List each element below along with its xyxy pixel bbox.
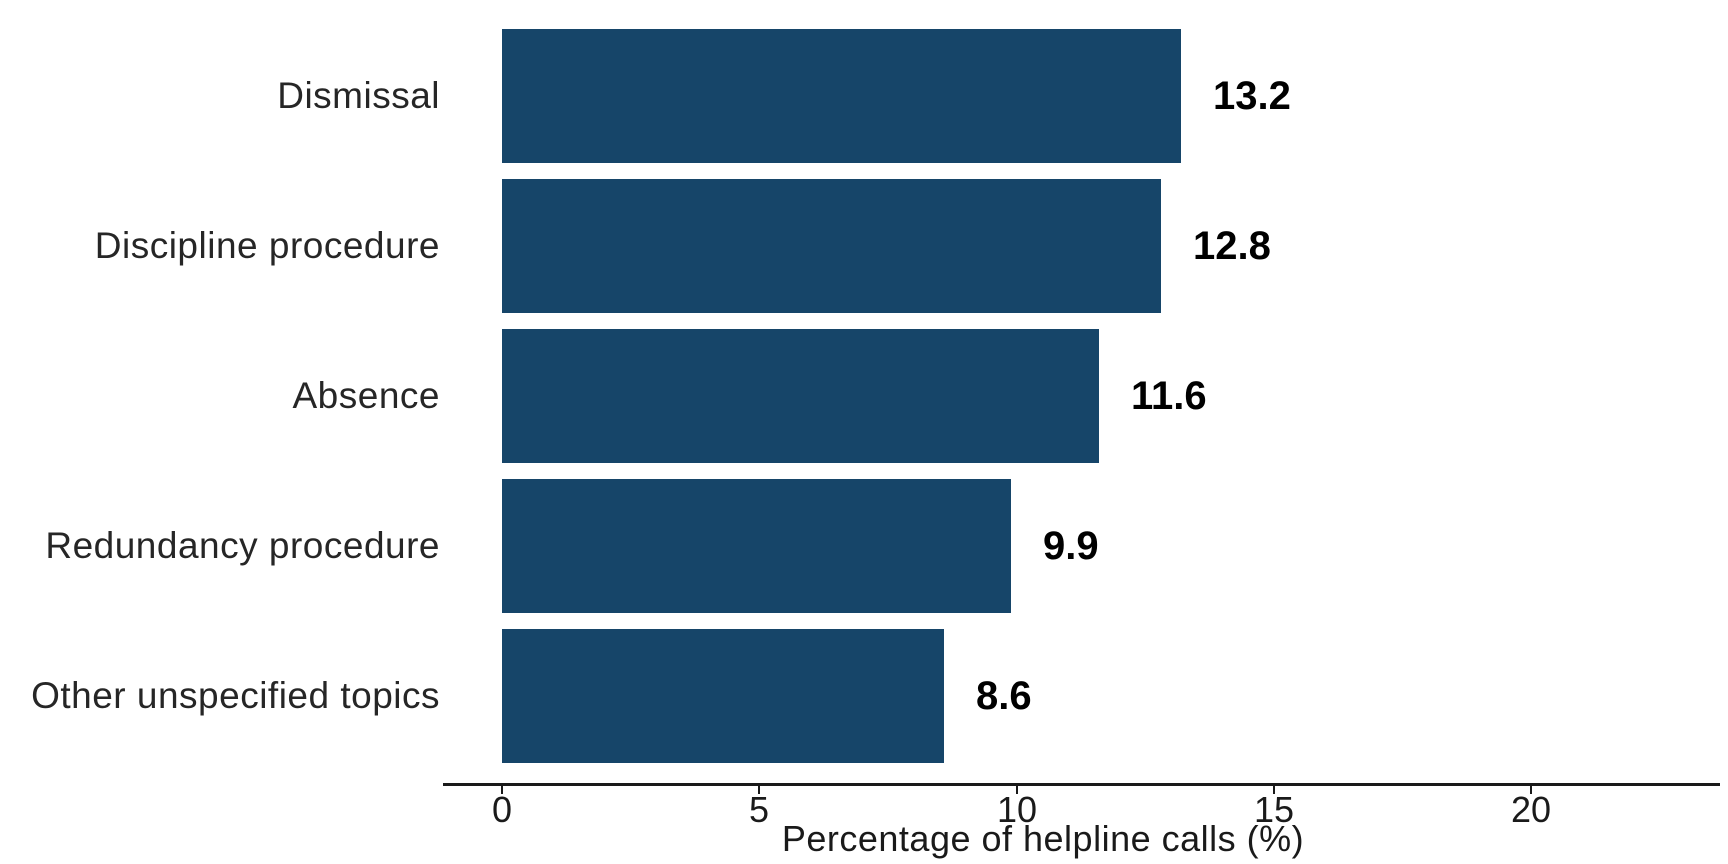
- category-label: Other unspecified topics: [31, 675, 440, 716]
- bar: [502, 329, 1099, 463]
- x-axis-tick-label: 15: [1253, 789, 1295, 830]
- bar: [502, 629, 944, 763]
- x-axis-line: [443, 783, 1720, 786]
- bar: [502, 29, 1181, 163]
- bar: [502, 479, 1011, 613]
- x-axis-tick: [758, 786, 760, 794]
- x-axis-tick-label: 5: [748, 789, 770, 830]
- value-label: 11.6: [1131, 373, 1207, 418]
- category-label: Absence: [292, 375, 440, 416]
- value-label: 12.8: [1193, 223, 1271, 268]
- x-axis-tick: [501, 786, 503, 794]
- x-axis-tick: [1530, 786, 1532, 794]
- x-axis-tick-label: 10: [996, 789, 1038, 830]
- x-axis-tick: [1273, 786, 1275, 794]
- bar: [502, 179, 1161, 313]
- category-label: Dismissal: [277, 75, 440, 116]
- value-label: 13.2: [1213, 73, 1291, 118]
- category-label: Discipline procedure: [94, 225, 440, 266]
- category-label: Redundancy procedure: [45, 525, 440, 566]
- value-label: 8.6: [976, 673, 1032, 718]
- x-axis-tick-label: 20: [1510, 789, 1552, 830]
- x-axis-tick: [1016, 786, 1018, 794]
- value-label: 9.9: [1043, 523, 1099, 568]
- x-axis-title: Percentage of helpline calls (%): [781, 818, 1305, 859]
- x-axis-tick-label: 0: [491, 789, 513, 830]
